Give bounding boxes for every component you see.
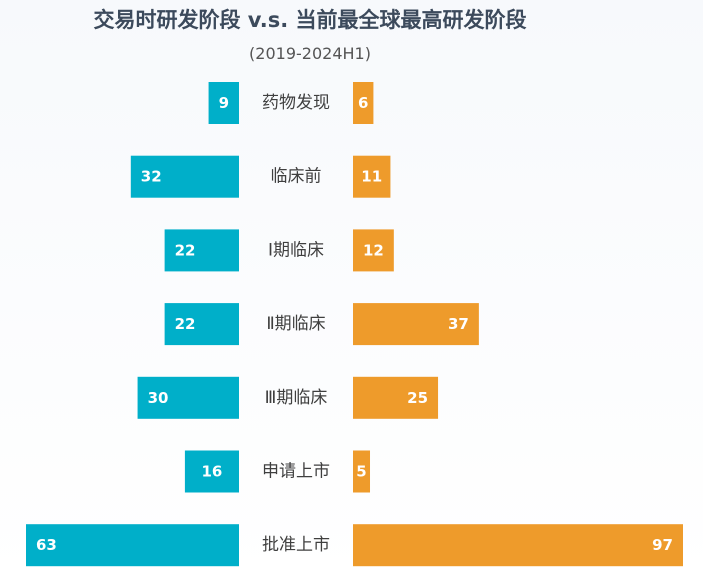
chart-title: 交易时研发阶段 v.s. 当前最全球最高研发阶段 (93, 8, 527, 32)
left-bar (184, 450, 239, 493)
category-label: 批准上市 (262, 535, 330, 555)
left-bar-label: 22 (175, 315, 196, 333)
category-label: 临床前 (271, 167, 322, 187)
left-bar (130, 155, 239, 198)
left-bar-label: 9 (219, 94, 229, 112)
left-bar-label: 16 (202, 463, 223, 481)
category-label: Ⅲ期临床 (265, 388, 328, 408)
right-bar (353, 82, 374, 124)
right-bar (353, 155, 391, 198)
right-bar-label: 97 (652, 536, 673, 554)
right-bar (353, 303, 479, 346)
right-bar-label: 25 (407, 389, 428, 407)
left-bar (208, 82, 239, 124)
left-bar (26, 524, 239, 567)
category-label: Ⅰ期临床 (268, 240, 324, 260)
right-bar-label: 5 (356, 463, 366, 481)
right-bar (353, 376, 439, 419)
left-bar-label: 22 (175, 241, 196, 259)
right-bar-label: 6 (358, 94, 368, 112)
category-label: 申请上市 (262, 462, 330, 482)
left-bar (137, 376, 239, 419)
left-bar-label: 32 (141, 168, 162, 186)
left-bar (164, 303, 239, 346)
category-label: 药物发现 (262, 93, 330, 113)
left-bar (164, 229, 239, 272)
right-bar (353, 524, 683, 567)
category-label: Ⅱ期临床 (266, 314, 325, 334)
chart-subtitle: (2019-2024H1) (249, 44, 371, 63)
right-bar (353, 450, 371, 493)
right-bar-label: 11 (361, 168, 382, 186)
left-bar-label: 63 (36, 536, 57, 554)
right-bar-label: 12 (363, 241, 384, 259)
right-bar (353, 229, 394, 272)
right-bar-label: 37 (448, 315, 469, 333)
left-bar-label: 30 (148, 389, 169, 407)
